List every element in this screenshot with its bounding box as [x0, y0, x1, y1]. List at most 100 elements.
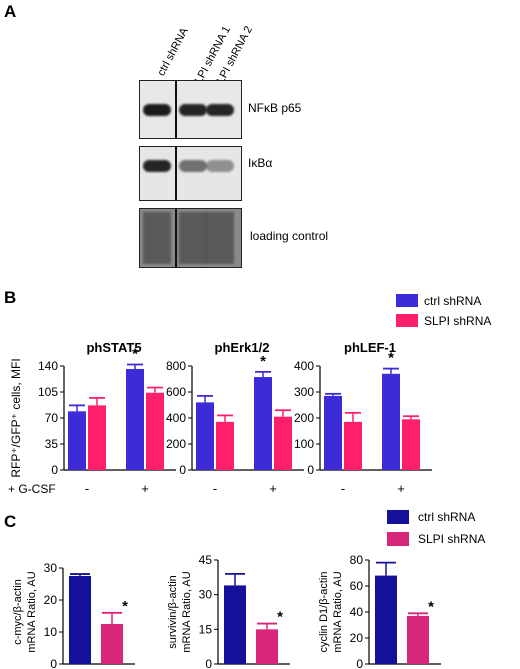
bar: [375, 575, 397, 664]
x-tick-label: +: [397, 481, 405, 495]
blot-band: [143, 159, 171, 172]
bar: [224, 585, 246, 664]
y-tick-label: 400: [166, 411, 186, 425]
blot-divider: [175, 147, 177, 200]
x-tick-label: -: [213, 481, 217, 495]
y-tick-label: 0: [179, 463, 186, 477]
y-tick-label: 30: [199, 588, 213, 602]
y-tick-label: 0: [356, 657, 363, 669]
chart-title: phErk1/2: [215, 340, 270, 355]
y-tick-label: 70: [45, 411, 59, 425]
blot-band: [206, 212, 234, 264]
x-tick-label: +: [269, 481, 277, 495]
x-tick-label: -: [341, 481, 345, 495]
y-tick-label: 0: [50, 657, 57, 669]
blot-band: [179, 159, 207, 172]
bar: [256, 629, 278, 664]
y-tick-label: 0: [51, 463, 58, 477]
legend-label: ctrl shRNA: [424, 294, 481, 308]
significance-star: *: [388, 350, 394, 367]
blot-band: [179, 103, 207, 116]
y-tick-label: 10: [44, 625, 58, 639]
legend-label: SLPI shRNA: [418, 532, 485, 546]
y-axis-label-line2: mRNA Ratio, AU: [26, 571, 38, 652]
lane-label-ctrl: ctrl shRNA: [155, 25, 191, 79]
bar: [402, 419, 420, 470]
blot-label: IκBα: [248, 156, 273, 170]
y-tick-label: 80: [350, 553, 364, 567]
legend-label: SLPI shRNA: [424, 314, 491, 328]
chart-title: phSTAT5: [86, 340, 141, 355]
y-tick-label: 200: [294, 411, 314, 425]
x-tick-label: +: [141, 481, 149, 495]
g-csf-row-label: + G-CSF: [8, 482, 56, 495]
panel-c-letter: C: [4, 512, 17, 531]
x-tick-label: -: [85, 481, 89, 495]
bar: [344, 421, 362, 470]
y-tick-label: 140: [38, 359, 58, 373]
y-axis-label-line1: survivin/β-actin: [167, 575, 179, 649]
blot-divider: [175, 209, 177, 267]
y-tick-label: 300: [294, 385, 314, 399]
bar: [382, 373, 400, 470]
y-axis-label-line2: mRNA Ratio, AU: [332, 571, 344, 652]
bar: [324, 395, 342, 470]
legend-swatch: [396, 314, 418, 327]
blot-2: [139, 146, 242, 201]
blot-band: [179, 212, 207, 264]
blot-band: [206, 103, 234, 116]
y-tick-label: 15: [199, 622, 213, 636]
y-tick-label: 35: [45, 437, 59, 451]
y-axis-label-line1: cyclin D1/β-actin: [318, 572, 330, 653]
y-tick-label: 800: [166, 359, 186, 373]
blot-label: NFκB p65: [248, 100, 302, 115]
blot-label: loading control: [250, 229, 329, 243]
bar: [68, 411, 86, 470]
bar: [126, 368, 144, 470]
panel-a-letter: A: [4, 2, 17, 21]
bar: [69, 576, 91, 664]
blot-3: [139, 208, 242, 268]
legend-swatch: [387, 510, 409, 524]
significance-star: *: [277, 609, 283, 626]
blot-band: [143, 212, 171, 264]
y-tick-label: 600: [166, 385, 186, 399]
y-tick-label: 100: [294, 437, 314, 451]
bar: [407, 615, 429, 664]
bar: [274, 416, 292, 470]
legend-swatch: [396, 294, 418, 307]
y-tick-label: 20: [44, 593, 58, 607]
bar: [101, 624, 123, 664]
y-axis-label-line1: c-myc/β-actin: [12, 579, 24, 645]
y-tick-label: 45: [199, 553, 213, 567]
significance-star: *: [132, 346, 138, 363]
blot-1: [139, 80, 242, 139]
y-tick-label: 105: [38, 385, 58, 399]
blot-band: [206, 159, 234, 172]
significance-star: *: [122, 598, 128, 615]
bar: [254, 377, 272, 470]
panel-b-letter: B: [4, 288, 17, 307]
significance-star: *: [428, 598, 434, 615]
y-tick-label: 400: [294, 359, 314, 373]
blot-divider: [175, 81, 177, 138]
y-tick-label: 0: [307, 463, 314, 477]
bar: [216, 421, 234, 470]
y-axis-label-line2: mRNA Ratio, AU: [181, 571, 193, 652]
bar: [196, 402, 214, 470]
y-tick-label: 60: [350, 579, 364, 593]
chart-title: phLEF-1: [344, 340, 396, 355]
y-tick-label: 30: [44, 561, 58, 575]
y-tick-label: 40: [350, 605, 364, 619]
legend-swatch: [387, 532, 409, 546]
significance-star: *: [260, 353, 266, 370]
legend-label: ctrl shRNA: [418, 510, 475, 524]
blot-band: [143, 103, 171, 116]
bar: [88, 405, 106, 470]
bar: [146, 392, 164, 470]
panel-c-charts: ctrl shRNA SLPI shRNA 0 10 20 30 * c-myc/β-acti…: [12, 510, 485, 669]
y-axis-label: RFP⁺/GFP⁺ cells, MFI: [9, 358, 23, 477]
y-tick-label: 20: [350, 631, 364, 645]
y-tick-label: 0: [205, 657, 212, 669]
